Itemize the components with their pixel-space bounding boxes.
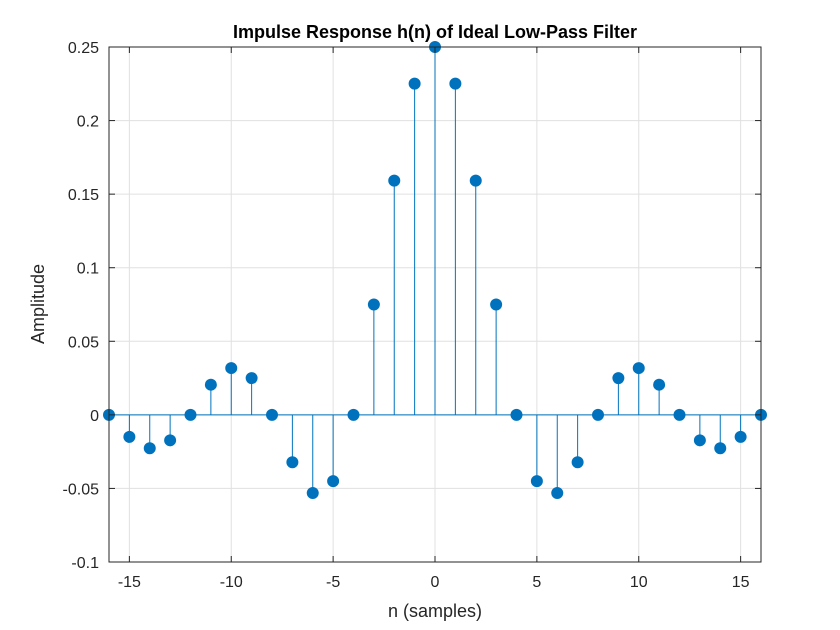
x-axis-title: n (samples) <box>388 601 482 621</box>
x-tick-label: -5 <box>326 574 340 591</box>
stem-marker <box>490 298 503 311</box>
stem-marker <box>164 434 177 447</box>
stem-marker <box>143 442 156 455</box>
x-tick-label: -10 <box>220 574 243 591</box>
stem-marker <box>266 408 278 421</box>
stem-marker <box>408 77 421 90</box>
ticks: -15 -10 -5 0 5 10 15 -0.1 -0.05 0 0.05 0.1 0.15 0.2 0.… <box>63 40 761 591</box>
stem-marker <box>245 372 258 385</box>
x-tick-label: 0 <box>431 574 440 591</box>
y-tick-label: 0.15 <box>68 187 99 204</box>
stem-marker <box>530 475 543 488</box>
stem-marker <box>306 486 319 499</box>
y-tick-label: 0.1 <box>77 261 99 278</box>
y-tick-label: 0 <box>90 408 99 425</box>
stem-marker <box>123 430 136 443</box>
stem-marker <box>327 475 340 488</box>
chart-title: Impulse Response h(n) of Ideal Low-Pass … <box>233 22 637 42</box>
markers <box>103 41 767 499</box>
y-tick-label: 0.25 <box>68 40 99 57</box>
stem-marker <box>551 486 564 499</box>
stem-marker <box>367 298 380 311</box>
y-tick-label: -0.05 <box>63 481 100 498</box>
stem-marker <box>632 362 645 375</box>
x-tick-label: 15 <box>732 574 750 591</box>
stem-marker <box>449 77 462 90</box>
stem-marker <box>469 174 482 187</box>
stem-marker <box>653 378 666 391</box>
x-tick-label: 10 <box>630 574 648 591</box>
stem-marker <box>388 174 401 187</box>
stem-marker <box>693 434 706 447</box>
stem-marker <box>714 442 727 455</box>
stem-marker <box>286 456 299 469</box>
y-tick-label: -0.1 <box>71 555 99 572</box>
y-tick-label: 0.2 <box>77 114 99 131</box>
stem-marker <box>734 430 747 443</box>
stem-marker <box>612 372 625 385</box>
stem-marker <box>673 408 686 421</box>
stem-marker <box>184 408 197 421</box>
stem-marker <box>571 456 584 469</box>
stem-marker <box>347 408 360 421</box>
stem-marker <box>592 408 604 421</box>
stem-marker <box>225 362 238 375</box>
x-tick-label: 5 <box>532 574 541 591</box>
y-tick-label: 0.05 <box>68 334 99 351</box>
x-tick-label: -15 <box>118 574 141 591</box>
stem-marker <box>204 378 217 391</box>
stem-marker <box>510 408 523 421</box>
y-axis-title: Amplitude <box>28 264 48 344</box>
